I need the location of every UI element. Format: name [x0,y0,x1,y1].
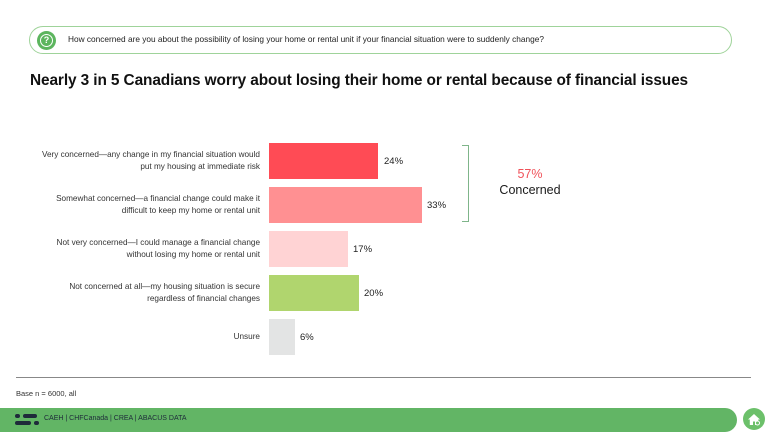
bar-value: 6% [300,331,314,343]
bar-not-concerned-at-all [269,275,359,311]
bar-value: 24% [384,155,404,167]
footer-bar: CAEH | CHFCanada | CREA | ABACUS DATA [0,408,737,432]
concerned-summary: 57% Concerned [490,166,570,198]
bar-very-concerned [269,143,378,179]
row-label: Very concerned—any change in my financia… [41,150,260,171]
bar-somewhat-concerned [269,187,422,223]
row-label: Unsure [233,332,260,341]
bar-value: 20% [364,287,384,299]
divider [16,377,751,378]
chart-row: Unsure 6% [0,319,768,355]
bar-value: 17% [353,243,373,255]
base-note: Base n = 6000, all [16,389,77,398]
chart-row: Not concerned at all—my housing situatio… [0,275,768,311]
chart-row: Very concerned—any change in my financia… [0,143,768,179]
row-label: Not very concerned—I could manage a fina… [56,238,260,259]
summary-percent: 57% [517,167,543,181]
row-label: Not concerned at all—my housing situatio… [69,282,260,303]
chart-row: Somewhat concerned—a financial change co… [0,187,768,223]
chart-row: Not very concerned—I could manage a fina… [0,231,768,267]
question-bubble-icon: ? [37,31,56,50]
question-text: How concerned are you about the possibil… [68,34,544,44]
bar-value: 33% [427,199,447,211]
footer-sponsors: CAEH | CHFCanada | CREA | ABACUS DATA [44,415,187,422]
home-icon[interactable] [743,408,765,430]
summary-label: Concerned [499,183,561,197]
bar-unsure [269,319,295,355]
bar-chart: Very concerned—any change in my financia… [0,143,768,355]
concerned-bracket [462,145,469,222]
abacus-logo-icon [15,414,40,426]
question-banner: ? How concerned are you about the possib… [29,26,732,54]
row-label: Somewhat concerned—a financial change co… [56,194,260,215]
bar-not-very-concerned [269,231,348,267]
page-title: Nearly 3 in 5 Canadians worry about losi… [30,72,689,89]
